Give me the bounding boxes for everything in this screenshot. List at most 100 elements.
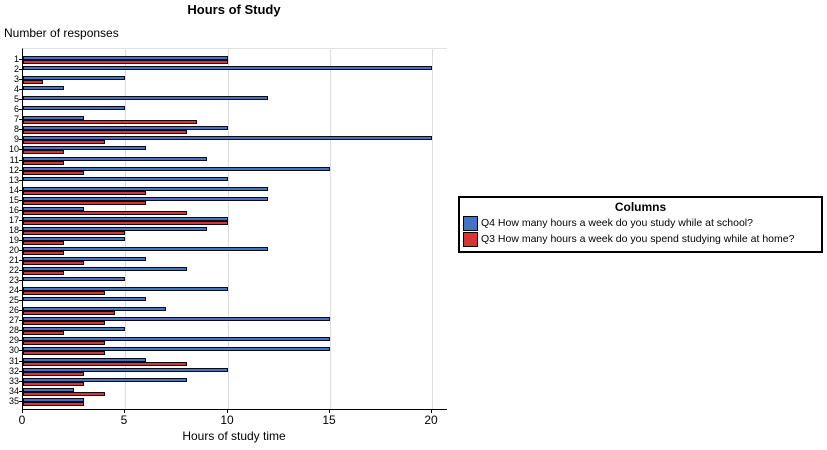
y-tick-label: 28: [8, 325, 19, 335]
y-tick-mark: [19, 59, 23, 60]
bar-q4-school-row6: [23, 106, 125, 110]
y-tick-mark: [19, 69, 23, 70]
y-tick-mark: [19, 190, 23, 191]
x-axis-title: Hours of study time: [182, 429, 286, 443]
legend-item-q3: Q3 How many hours a week do you spend st…: [463, 231, 818, 247]
y-tick-mark: [19, 200, 23, 201]
y-tick-label: 7: [13, 114, 19, 124]
legend-label-q4: Q4 How many hours a week do you study wh…: [481, 217, 753, 229]
bar-q4-school-row3: [23, 76, 125, 80]
y-tick-mark: [19, 109, 23, 110]
y-tick-mark: [19, 371, 23, 372]
y-tick-mark: [19, 99, 23, 100]
x-tick-mark: [22, 409, 23, 413]
bar-q3-home-row11: [23, 161, 64, 165]
x-tick-mark: [329, 409, 330, 413]
y-tick-mark: [19, 160, 23, 161]
bar-q3-home-row20: [23, 251, 64, 255]
bar-q4-school-row19: [23, 237, 125, 241]
y-tick-label: 10: [8, 144, 19, 154]
bar-q4-school-row32: [23, 368, 228, 372]
bar-q4-school-row8: [23, 126, 228, 130]
bar-q3-home-row8: [23, 130, 187, 134]
bar-q4-school-row26: [23, 307, 166, 311]
bar-q4-school-row25: [23, 297, 146, 301]
gridline-x-15: [330, 49, 331, 409]
y-tick-mark: [19, 280, 23, 281]
y-tick-mark: [19, 361, 23, 362]
y-tick-label: 25: [8, 295, 19, 305]
y-tick-label: 11: [9, 155, 19, 165]
y-tick-label: 22: [8, 265, 19, 275]
bar-q3-home-row16: [23, 211, 187, 215]
bar-q3-home-row9: [23, 140, 105, 144]
bar-q3-home-row1: [23, 60, 228, 64]
x-tick-label: 10: [220, 413, 234, 427]
y-tick-label: 20: [8, 245, 19, 255]
y-tick-label: 34: [8, 386, 19, 396]
y-tick-label: 14: [8, 185, 19, 195]
y-tick-label: 12: [8, 165, 19, 175]
y-tick-label: 3: [13, 74, 19, 84]
chart-title: Hours of Study: [187, 2, 281, 17]
bar-q4-school-row35: [23, 398, 84, 402]
y-tick-mark: [19, 270, 23, 271]
y-tick-mark: [19, 129, 23, 130]
y-tick-label: 35: [8, 396, 19, 406]
y-tick-mark: [19, 139, 23, 140]
y-tick-mark: [19, 210, 23, 211]
bar-q3-home-row34: [23, 392, 105, 396]
x-tick-label: 15: [322, 413, 336, 427]
y-tick-label: 4: [13, 84, 19, 94]
y-tick-mark: [19, 381, 23, 382]
bar-q3-home-row35: [23, 402, 84, 406]
plot-area: [22, 48, 447, 410]
bar-q3-home-row26: [23, 311, 115, 315]
y-tick-mark: [19, 300, 23, 301]
y-tick-label: 1: [13, 54, 19, 64]
bar-q3-home-row29: [23, 341, 105, 345]
y-tick-label: 5: [13, 94, 19, 104]
y-tick-mark: [19, 290, 23, 291]
bar-q4-school-row4: [23, 86, 64, 90]
bar-q4-school-row30: [23, 347, 330, 351]
y-tick-mark: [19, 220, 23, 221]
legend-label-q3: Q3 How many hours a week do you spend st…: [481, 233, 795, 245]
x-tick-mark: [431, 409, 432, 413]
bar-q4-school-row21: [23, 257, 146, 261]
y-tick-mark: [19, 401, 23, 402]
bar-q4-school-row29: [23, 337, 330, 341]
y-tick-mark: [19, 230, 23, 231]
bar-q4-school-row34: [23, 388, 74, 392]
y-tick-label: 24: [8, 285, 19, 295]
bar-q4-school-row12: [23, 167, 330, 171]
legend-box: Columns Q4 How many hours a week do you …: [458, 196, 823, 253]
y-tick-label: 32: [8, 366, 19, 376]
y-axis-title: Number of responses: [4, 26, 119, 40]
y-tick-label: 16: [8, 205, 19, 215]
gridline-x-10: [228, 49, 229, 409]
q3-red-swatch-icon: [463, 231, 478, 247]
y-tick-label: 13: [8, 175, 19, 185]
bar-q4-school-row11: [23, 157, 207, 161]
bar-q3-home-row32: [23, 372, 84, 376]
bar-q4-school-row7: [23, 116, 84, 120]
bar-q4-school-row1: [23, 56, 228, 60]
bar-q4-school-row20: [23, 247, 268, 251]
y-tick-mark: [19, 391, 23, 392]
bar-q3-home-row28: [23, 331, 64, 335]
bar-q3-home-row18: [23, 231, 125, 235]
y-tick-label: 2: [13, 64, 19, 74]
x-tick-label: 20: [424, 413, 438, 427]
y-tick-mark: [19, 149, 23, 150]
bar-q4-school-row27: [23, 317, 330, 321]
y-tick-mark: [19, 180, 23, 181]
bar-q4-school-row13: [23, 177, 228, 181]
bar-q4-school-row9: [23, 136, 432, 140]
y-tick-label: 23: [8, 275, 19, 285]
bar-q4-school-row18: [23, 227, 207, 231]
bar-q4-school-row22: [23, 267, 187, 271]
y-tick-label: 26: [8, 305, 19, 315]
bar-q3-home-row24: [23, 291, 105, 295]
y-tick-mark: [19, 79, 23, 80]
